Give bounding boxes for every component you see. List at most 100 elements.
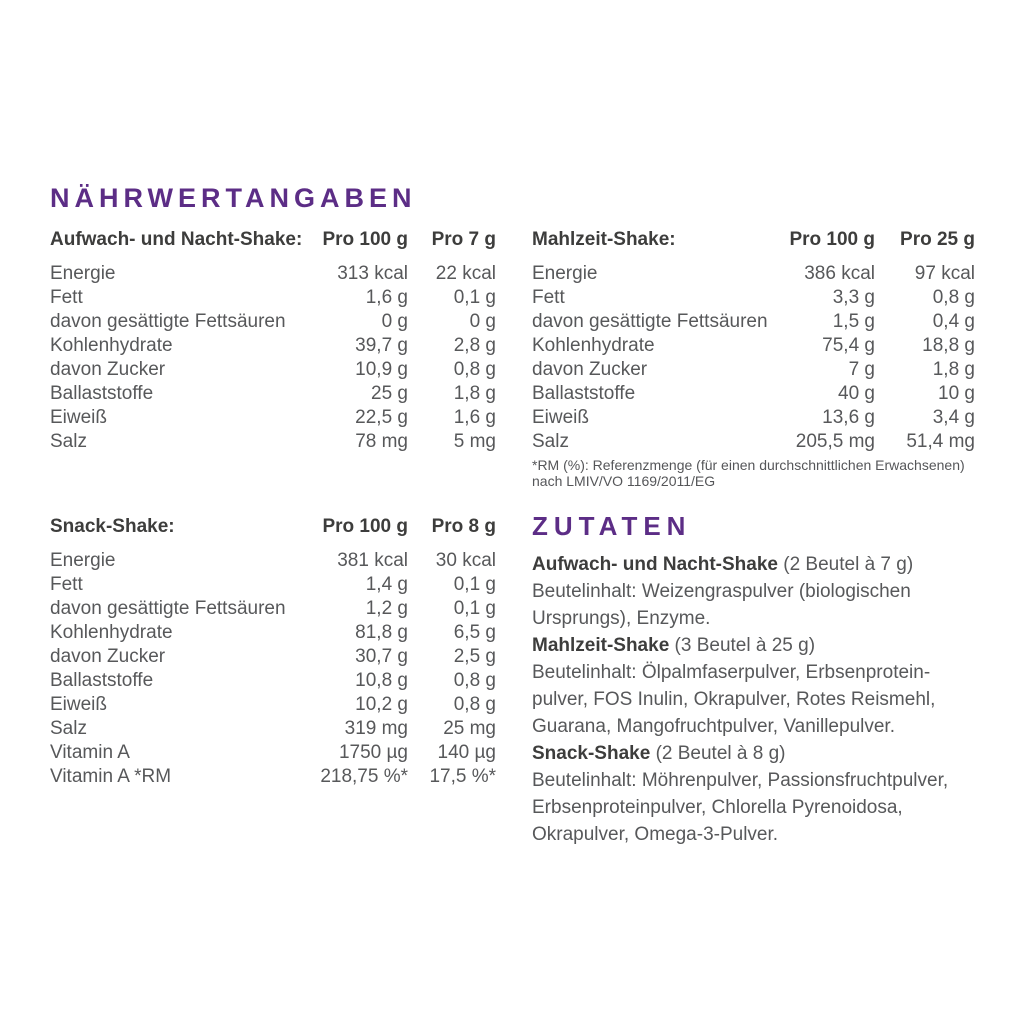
footnote-line: *RM (%): Referenzmenge (für einen durchs… [532,457,965,473]
table-row: Eiweiß 22,5 g 1,6 g [50,406,496,430]
row-label: Vitamin A *RM [50,766,172,787]
table-title: Snack-Shake: [50,516,175,537]
table-title: Mahlzeit-Shake: [532,229,676,250]
column-header-per-portion: Pro 8 g [431,516,496,537]
column-header-per-portion: Pro 7 g [431,229,496,250]
value-per-100g: 1750 µg [338,742,408,763]
ingredients-text-line: Erbsenproteinpulver, Chlorella Pyrenoido… [532,797,903,818]
shake-portion-detail: (3 Beutel à 25 g) [669,635,816,656]
value-per-100g: 1,4 g [365,574,408,595]
value-per-100g: 386 kcal [804,263,875,284]
table-header: Snack-Shake: Pro 100 g Pro 8 g [50,515,496,539]
row-label: Ballaststoffe [50,383,154,404]
ingredients-text-line: pulver, FOS Inulin, Okrapulver, Rotes Re… [532,689,936,710]
table-row: davon gesättigte Fettsäuren 0 g 0 g [50,310,496,334]
value-per-100g: 10,2 g [355,694,408,715]
ingredients-section-header: Mahlzeit-Shake (3 Beutel à 25 g) [532,632,1002,659]
value-per-100g: 10,8 g [355,670,408,691]
table-row: davon Zucker 30,7 g 2,5 g [50,645,496,669]
row-label: davon gesättigte Fettsäuren [50,598,286,619]
nutrition-table-aufwach-nacht-shake: Aufwach- und Nacht-Shake: Pro 100 g Pro … [50,228,496,454]
row-label: davon Zucker [50,646,166,667]
table-header: Mahlzeit-Shake: Pro 100 g Pro 25 g [532,228,975,252]
column-header-per-100g: Pro 100 g [322,229,408,250]
value-per-portion: 6,5 g [453,622,496,643]
table-row: Energie 313 kcal 22 kcal [50,262,496,286]
column-header-per-portion: Pro 25 g [900,229,975,250]
ingredients-section-aufwach-nacht-shake: Aufwach- und Nacht-Shake (2 Beutel à 7 g… [532,551,1002,632]
ingredients-text-line: Beutelinhalt: Möhrenpulver, Passionsfruc… [532,770,949,791]
value-per-portion: 22 kcal [435,263,496,284]
value-per-100g: 22,5 g [355,407,408,428]
value-per-100g: 313 kcal [337,263,408,284]
row-label: Kohlenhydrate [532,335,655,356]
value-per-portion: 140 µg [437,742,497,763]
shake-name: Mahlzeit-Shake [532,635,670,656]
shake-name: Snack-Shake [532,743,651,764]
value-per-portion: 10 g [938,383,975,404]
table-row: Eiweiß 13,6 g 3,4 g [532,406,975,430]
value-per-100g: 40 g [838,383,875,404]
value-per-100g: 7 g [848,359,875,380]
value-per-100g: 3,3 g [832,287,875,308]
ingredients-section-header: Snack-Shake (2 Beutel à 8 g) [532,740,1002,767]
table-row: Kohlenhydrate 81,8 g 6,5 g [50,621,496,645]
reference-amount-footnote: *RM (%): Referenzmenge (für einen durchs… [532,457,994,489]
value-per-portion: 51,4 mg [906,431,975,452]
ingredients-text-line: Guarana, Mangofruchtpulver, Vanillepulve… [532,716,895,737]
ingredients-section-snack-shake: Snack-Shake (2 Beutel à 8 g) Beutelinhal… [532,740,1002,848]
value-per-portion: 1,8 g [932,359,975,380]
table-row: Vitamin A 1750 µg 140 µg [50,741,496,765]
row-label: Fett [50,287,83,308]
shake-name: Aufwach- und Nacht-Shake [532,554,778,575]
row-label: davon Zucker [50,359,166,380]
row-label: Salz [532,431,569,452]
ingredients-title: ZUTATEN [532,511,692,541]
row-label: Ballaststoffe [532,383,636,404]
value-per-100g: 1,5 g [832,311,875,332]
row-label: Kohlenhydrate [50,622,173,643]
shake-portion-detail: (2 Beutel à 7 g) [777,554,914,575]
value-per-100g: 13,6 g [822,407,875,428]
table-row: Salz 319 mg 25 mg [50,717,496,741]
row-label: davon Zucker [532,359,648,380]
value-per-portion: 0 g [469,311,496,332]
value-per-100g: 381 kcal [337,550,408,571]
table-row: davon Zucker 10,9 g 0,8 g [50,358,496,382]
ingredients-text-line: Beutelinhalt: Weizengraspulver (biologis… [532,581,911,602]
row-label: Ballaststoffe [50,670,154,691]
value-per-portion: 0,1 g [453,574,496,595]
value-per-portion: 0,8 g [453,694,496,715]
value-per-portion: 0,8 g [453,359,496,380]
table-row: Salz 78 mg 5 mg [50,430,496,454]
table-row: Salz 205,5 mg 51,4 mg [532,430,975,454]
value-per-portion: 18,8 g [922,335,975,356]
value-per-portion: 0,1 g [453,287,496,308]
value-per-portion: 3,4 g [932,407,975,428]
value-per-portion: 1,8 g [453,383,496,404]
table-header: Aufwach- und Nacht-Shake: Pro 100 g Pro … [50,228,496,252]
table-row: davon gesättigte Fettsäuren 1,5 g 0,4 g [532,310,975,334]
value-per-100g: 1,2 g [365,598,408,619]
table-row: Fett 1,6 g 0,1 g [50,286,496,310]
value-per-portion: 30 kcal [435,550,496,571]
table-row: Energie 381 kcal 30 kcal [50,549,496,573]
table-row: Vitamin A *RM 218,75 %* 17,5 %* [50,765,496,789]
row-label: Fett [532,287,565,308]
row-label: Kohlenhydrate [50,335,173,356]
value-per-portion: 0,8 g [932,287,975,308]
value-per-100g: 75,4 g [822,335,875,356]
row-label: Salz [50,718,87,739]
row-label: Eiweiß [50,407,108,428]
value-per-portion: 97 kcal [914,263,975,284]
row-label: Eiweiß [532,407,590,428]
table-row: Eiweiß 10,2 g 0,8 g [50,693,496,717]
column-header-per-100g: Pro 100 g [322,516,408,537]
value-per-portion: 0,4 g [932,311,975,332]
nutrition-table-snack-shake: Snack-Shake: Pro 100 g Pro 8 g Energie 3… [50,515,496,789]
row-label: Vitamin A [50,742,130,763]
table-row: Fett 3,3 g 0,8 g [532,286,975,310]
column-header-per-100g: Pro 100 g [789,229,875,250]
table-row: Kohlenhydrate 39,7 g 2,8 g [50,334,496,358]
value-per-100g: 0 g [381,311,408,332]
